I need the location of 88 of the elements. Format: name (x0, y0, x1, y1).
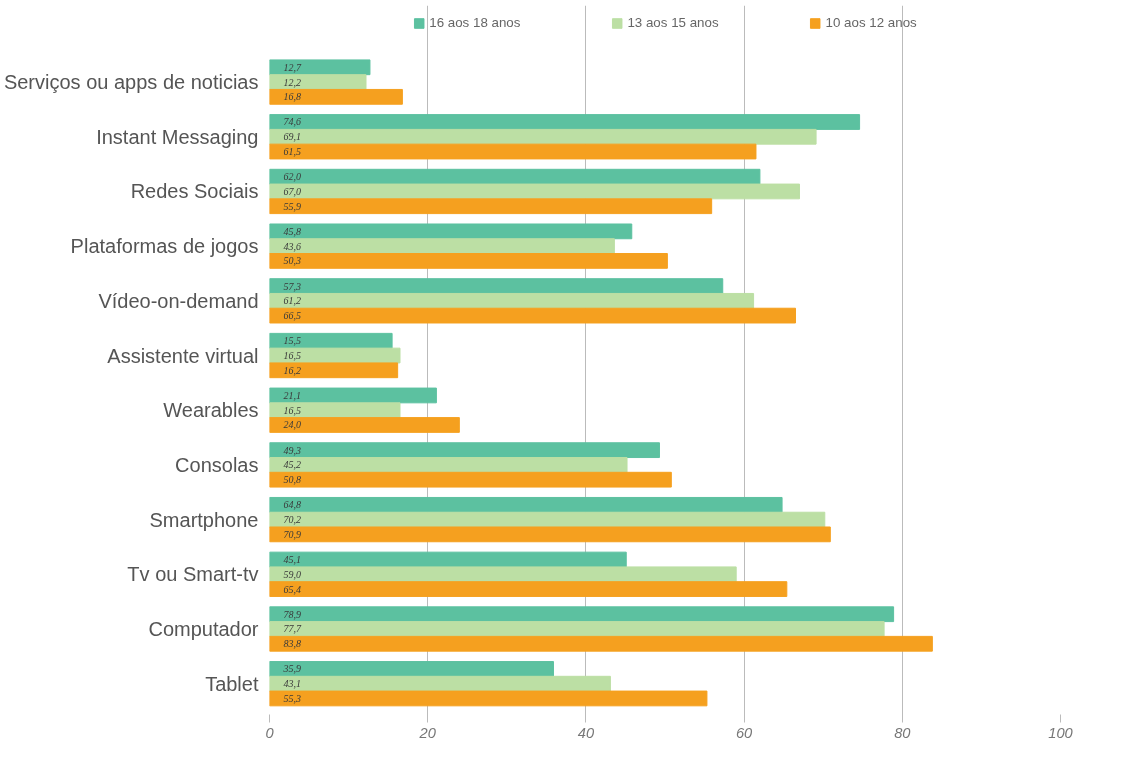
y-tick-label: Assistente virtual (107, 344, 259, 367)
y-tick-label: Plataformas de jogos (70, 235, 259, 258)
x-tick-label: 100 (1048, 724, 1074, 741)
data-label: 16,5 (283, 350, 301, 362)
data-label: 43,1 (283, 678, 301, 690)
bar (269, 59, 371, 76)
x-tick-label: 0 (265, 724, 275, 741)
bar (269, 114, 861, 130)
bar (269, 74, 367, 90)
y-tick-label: Redes Sociais (130, 180, 259, 203)
data-label: 78,9 (283, 608, 301, 620)
bar (269, 307, 797, 324)
data-label: 65,4 (283, 583, 301, 595)
data-label: 16,8 (283, 91, 301, 103)
data-label: 43,6 (283, 240, 301, 252)
data-label: 49,3 (283, 444, 301, 456)
bar (269, 198, 713, 215)
legend-label: 16 aos 18 anos (429, 15, 521, 30)
bar (269, 347, 401, 364)
bar (269, 387, 437, 404)
legend-label: 13 aos 15 anos (627, 15, 719, 30)
data-label: 35,9 (282, 663, 301, 675)
data-label: 70,9 (283, 528, 301, 540)
data-label: 21,1 (283, 389, 301, 401)
bar (269, 402, 401, 419)
data-label: 59,0 (283, 568, 301, 580)
y-tick-label: Wearables (163, 399, 259, 422)
y-tick-label: Tablet (205, 672, 259, 695)
y-tick-label: Vídeo-on-demand (98, 289, 259, 312)
bar (269, 526, 831, 543)
bar (269, 566, 737, 583)
data-label: 70,2 (283, 514, 301, 526)
legend-label: 10 aos 12 anos (825, 15, 917, 30)
y-tick-label: Tv ou Smart-tv (127, 563, 259, 586)
bar (269, 253, 668, 269)
data-label: 83,8 (283, 638, 301, 650)
bar (269, 292, 755, 309)
bar (269, 581, 788, 597)
bar (269, 223, 633, 240)
data-label: 15,5 (283, 335, 301, 347)
data-label: 55,3 (283, 692, 301, 704)
y-tick-label: Computador (148, 617, 259, 640)
data-label: 77,7 (283, 623, 302, 635)
x-tick-label: 80 (894, 724, 912, 741)
data-label: 61,2 (283, 295, 301, 307)
data-label: 67,0 (283, 185, 301, 197)
data-label: 12,2 (283, 76, 301, 88)
data-label: 66,5 (283, 310, 301, 322)
bar (269, 621, 885, 637)
y-tick-label: Serviços ou apps de noticias (3, 71, 259, 94)
x-tick-label: 60 (735, 724, 754, 741)
data-label: 69,1 (283, 131, 301, 143)
data-label: 50,3 (283, 255, 301, 267)
data-label: 24,0 (283, 419, 301, 431)
x-tick-label: 40 (577, 724, 595, 741)
bar (269, 690, 708, 707)
bar (269, 183, 800, 200)
x-tick-label: 20 (418, 724, 437, 741)
bar (269, 362, 399, 379)
bar (269, 278, 724, 294)
data-label: 45,2 (283, 459, 301, 471)
data-label: 57,3 (283, 280, 301, 292)
bar (269, 635, 933, 652)
y-tick-label: Instant Messaging (96, 125, 259, 148)
data-label: 61,5 (283, 146, 301, 158)
data-label: 64,8 (283, 499, 301, 511)
y-tick-label: Consolas (175, 453, 259, 476)
bar (269, 661, 554, 677)
bar (269, 417, 460, 433)
bar (269, 496, 783, 513)
data-label: 16,2 (283, 364, 301, 376)
data-label: 62,0 (283, 171, 301, 183)
bar (269, 238, 615, 255)
bar (269, 88, 403, 105)
bar (269, 551, 627, 568)
bar (269, 143, 757, 160)
bar (269, 442, 660, 459)
bar (269, 471, 672, 488)
data-label: 12,7 (283, 61, 302, 73)
data-label: 55,9 (283, 200, 301, 212)
data-label: 45,1 (283, 554, 301, 566)
data-label: 45,8 (283, 225, 301, 237)
bar (269, 606, 895, 623)
bar (269, 457, 628, 473)
data-label: 74,6 (283, 116, 301, 128)
data-label: 50,8 (283, 474, 301, 486)
y-tick-label: Smartphone (149, 508, 259, 531)
data-label: 16,5 (283, 404, 301, 416)
